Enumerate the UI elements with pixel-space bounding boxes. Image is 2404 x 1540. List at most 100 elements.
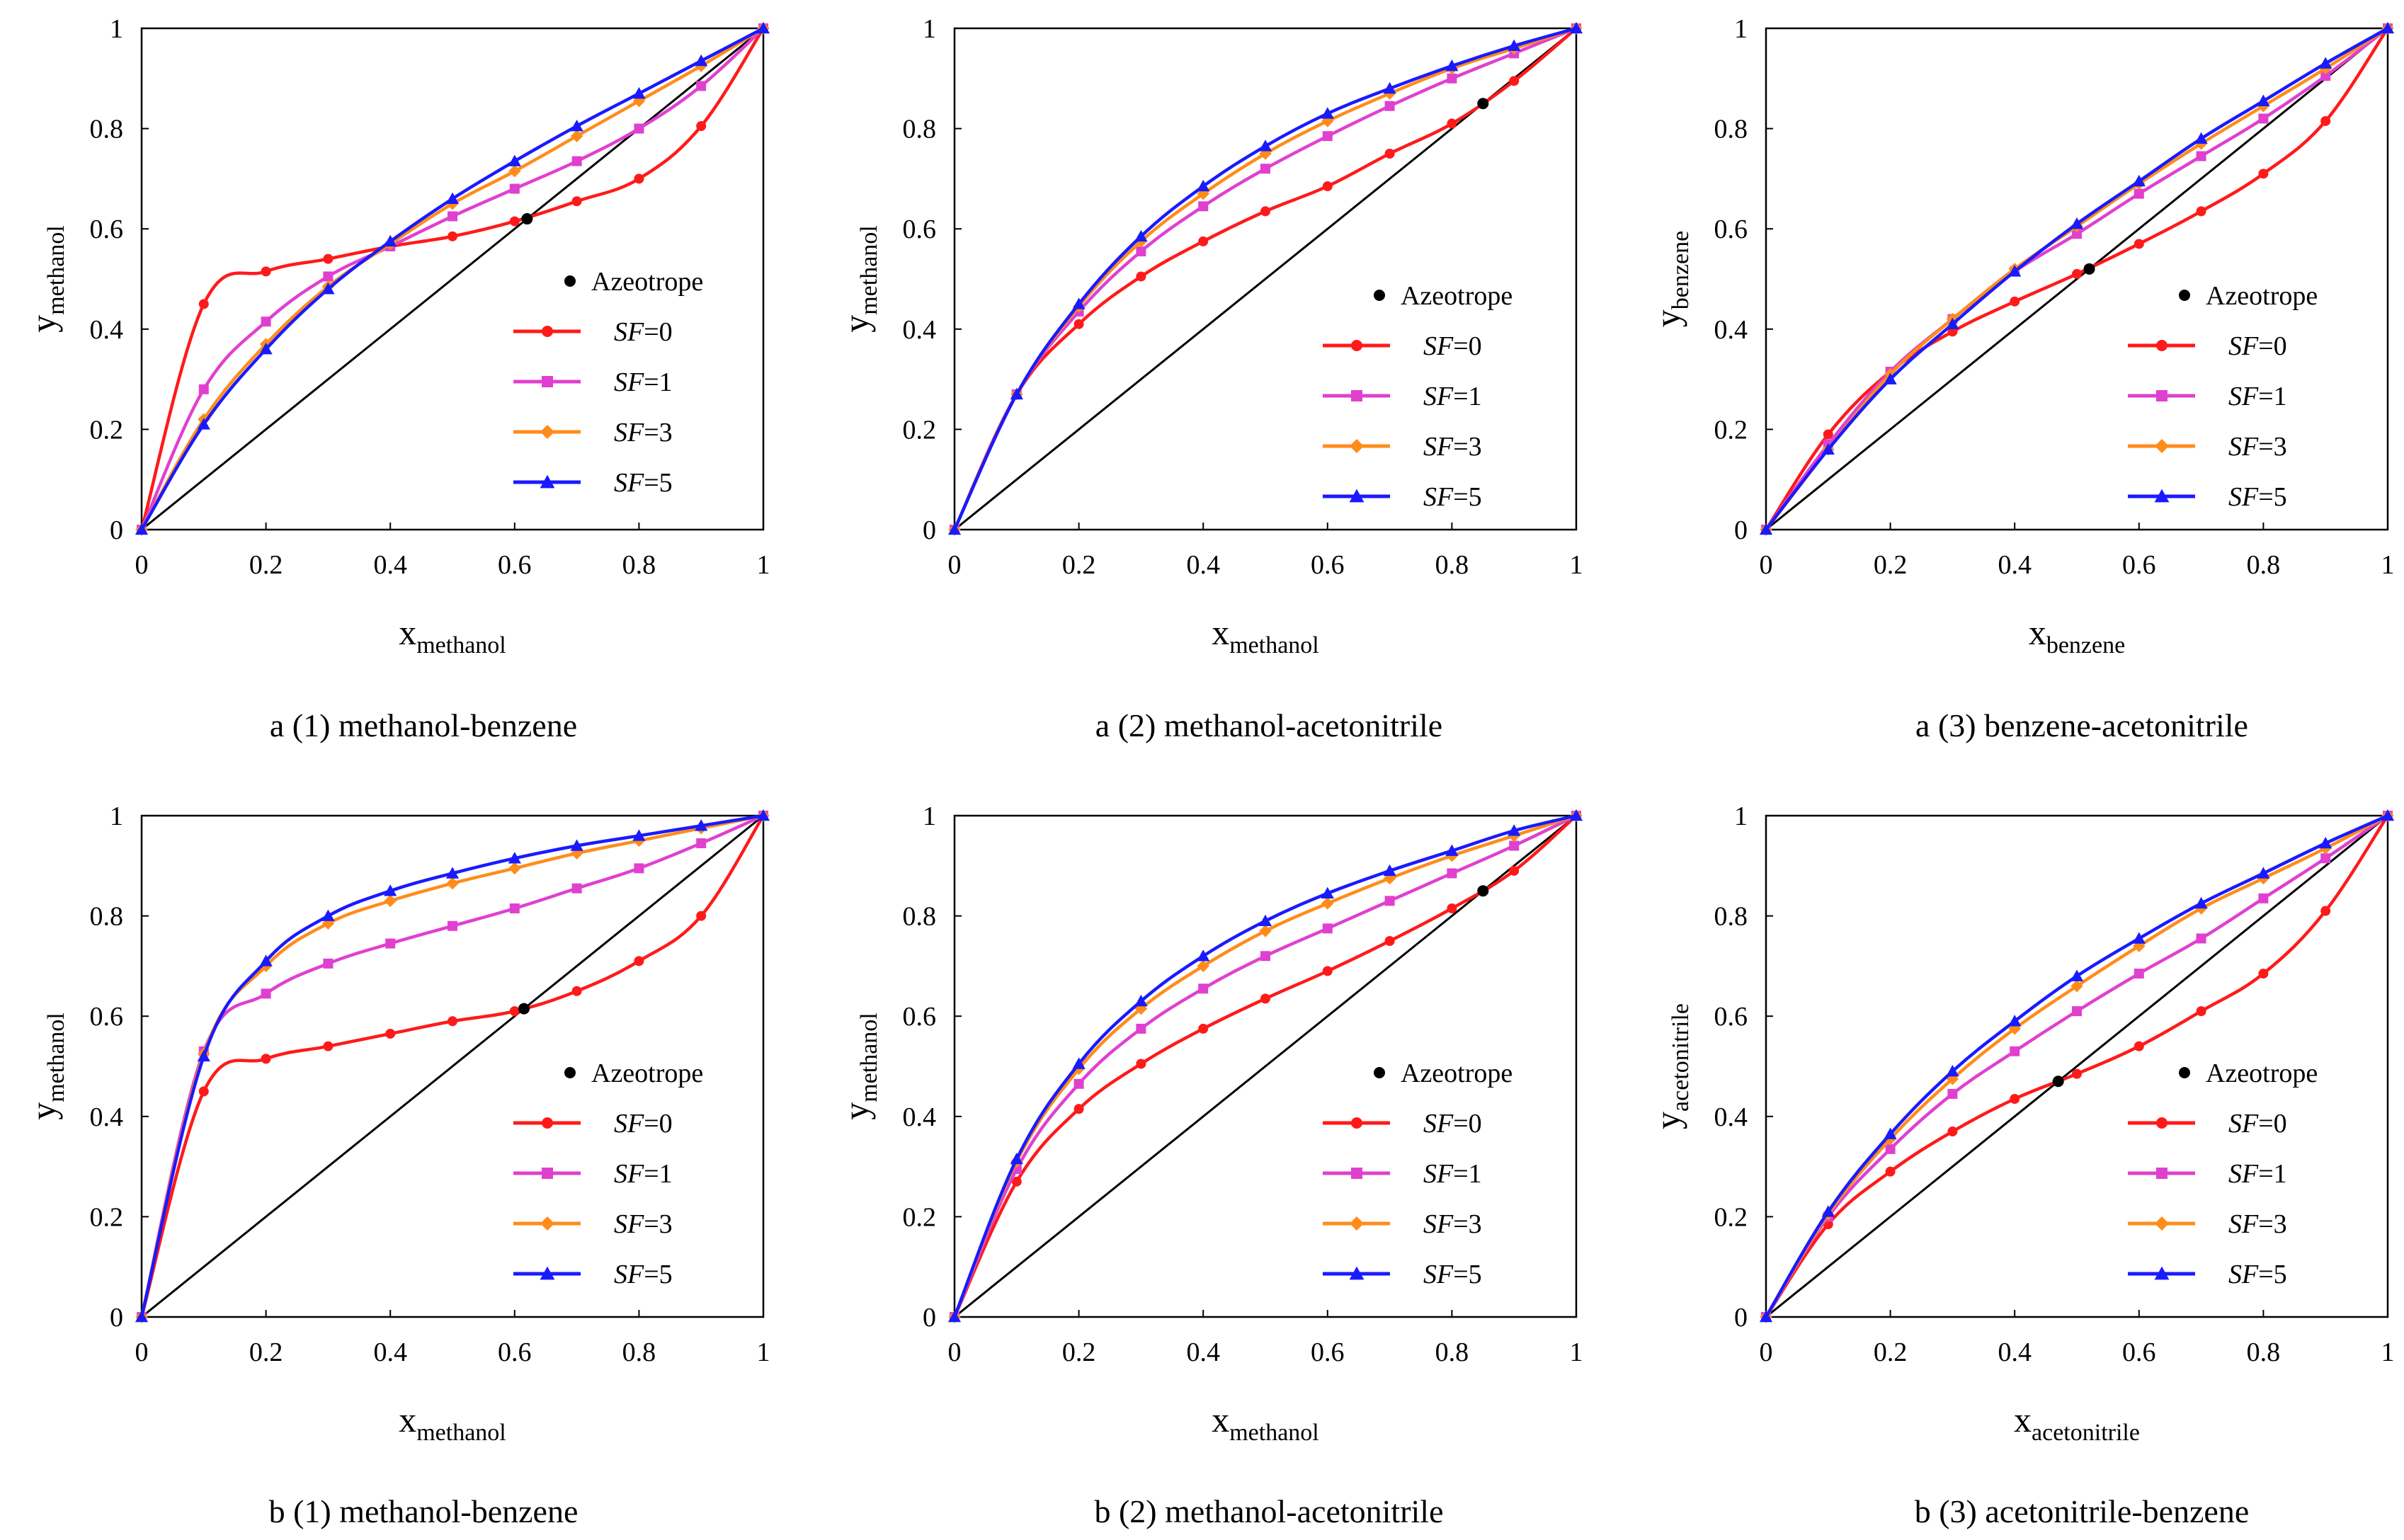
data-point-sf1	[571, 883, 582, 894]
data-point-sf5	[1072, 297, 1086, 309]
data-point-sf1	[1384, 101, 1395, 111]
x-tick-label: 0.4	[373, 1337, 407, 1367]
x-axis-subscript: methanol	[1229, 1420, 1319, 1446]
data-point-sf5	[445, 867, 460, 879]
azeotrope-point	[521, 213, 533, 225]
x-axis-label: xmethanol	[399, 1400, 506, 1446]
x-axis-symbol: x	[2014, 1400, 2032, 1439]
data-point-sf5	[2070, 217, 2084, 229]
data-point-sf0	[696, 911, 707, 921]
legend-marker-sf0	[2156, 340, 2167, 351]
legend-label-sf5: SF=5	[1423, 1260, 1482, 1289]
x-axis-symbol: x	[399, 1400, 416, 1439]
x-axis-symbol: x	[1212, 612, 1229, 652]
data-point-sf5	[135, 1310, 149, 1323]
legend-sf-value: =0	[1453, 331, 1481, 361]
data-point-sf5	[321, 283, 335, 295]
data-point-sf5	[2132, 174, 2146, 187]
data-point-sf0	[1198, 236, 1209, 246]
y-axis-label: ymethanol	[23, 1013, 69, 1120]
legend-marker-sf5	[540, 474, 555, 489]
diagonal-line	[1765, 814, 2388, 1318]
plot-frame	[1765, 814, 2389, 1318]
plot-frame	[140, 27, 765, 531]
series-sf5	[947, 809, 1583, 1323]
legend-sf-value: =3	[1453, 1209, 1481, 1239]
y-tick-label: 1	[1734, 802, 1748, 831]
x-tick-label: 1	[757, 550, 770, 580]
diagonal-line	[141, 27, 764, 531]
y-tick-label: 0.6	[1714, 215, 1748, 244]
x-tick-label: 0	[1760, 1337, 1773, 1367]
legend-label-sf0: SF=0	[614, 1109, 673, 1139]
data-point-sf1	[1322, 131, 1333, 142]
data-point-sf1	[509, 903, 520, 913]
y-tick-label: 0.6	[1714, 1002, 1748, 1032]
x-tick-label: 0.2	[249, 1337, 283, 1367]
data-point-sf0	[634, 956, 644, 966]
data-point-sf3	[1197, 959, 1209, 973]
legend-sf-prefix: SF	[2228, 1159, 2259, 1189]
data-point-sf5	[197, 418, 210, 430]
x-tick-label: 1	[757, 1337, 770, 1367]
x-tick-label: 0.2	[249, 550, 283, 580]
legend-label-sf1: SF=1	[614, 367, 673, 397]
legend-sf-value: =5	[1453, 482, 1481, 512]
x-axis-symbol: x	[2029, 612, 2046, 652]
legend-marker-sf1	[2156, 390, 2167, 401]
data-point-sf1	[323, 958, 334, 969]
legend-marker-sf3	[1350, 439, 1364, 453]
legend-marker-sf5	[1349, 489, 1365, 503]
y-axis-subscript: methanol	[856, 225, 882, 315]
legend-sf-value: =0	[644, 317, 672, 347]
azeotrope-point	[518, 1003, 530, 1015]
data-point-sf5	[384, 234, 397, 247]
y-tick-label: 1	[1734, 14, 1748, 44]
data-point-sf5	[695, 819, 708, 831]
series-sf0	[950, 811, 1581, 1322]
data-point-sf1	[1136, 246, 1146, 257]
legend-marker-sf5	[2154, 1266, 2170, 1280]
legend-label-sf3: SF=3	[614, 418, 673, 447]
legend-label-sf3: SF=3	[1423, 432, 1482, 462]
y-axis-symbol: y	[1648, 1112, 1687, 1129]
series-sf1	[137, 23, 768, 535]
y-tick-label: 0.2	[903, 1202, 937, 1232]
x-tick-label: 1	[2381, 1337, 2395, 1367]
legend-sf-prefix: SF	[2228, 432, 2259, 462]
data-point-sf3	[508, 165, 521, 178]
series-line-sf0	[139, 27, 765, 530]
azeotrope-point	[1477, 885, 1489, 897]
legend-marker-sf1	[2156, 1168, 2167, 1179]
x-tick-label: 0.8	[1435, 1337, 1469, 1367]
data-point-sf0	[1509, 865, 1520, 876]
x-tick-label: 0.8	[622, 550, 656, 580]
legend-marker-sf3	[540, 425, 554, 439]
data-point-sf0	[1198, 1023, 1209, 1034]
data-point-sf1	[2196, 933, 2206, 944]
data-point-sf1	[1885, 1143, 1896, 1154]
legend-azeotrope-label: Azeotrope	[2206, 281, 2318, 311]
data-point-sf0	[2258, 169, 2269, 179]
data-point-sf0	[2010, 296, 2020, 307]
legend-sf-value: =3	[644, 1209, 672, 1239]
data-point-sf1	[1260, 164, 1270, 174]
data-point-sf0	[2258, 969, 2269, 979]
data-point-sf5	[570, 119, 583, 132]
y-axis-symbol: y	[23, 315, 63, 333]
y-axis-symbol: y	[836, 315, 876, 333]
x-tick-label: 0.8	[2247, 1337, 2281, 1367]
x-axis-subscript: methanol	[1229, 632, 1319, 658]
legend-label-sf3: SF=3	[1423, 1209, 1482, 1239]
panel-4: 0 0.2 0.4 0.6 0.8 100.20.40.60.81xmethanolyme…	[23, 802, 770, 1529]
y-tick-label: 0	[923, 515, 936, 545]
legend-marker-sf0	[542, 326, 553, 337]
legend-marker-sf3	[2155, 439, 2169, 453]
y-tick-label: 0.2	[90, 1202, 124, 1232]
data-point-sf3	[384, 894, 397, 908]
series-line-sf0	[139, 814, 765, 1318]
data-point-sf1	[1260, 951, 1270, 962]
data-point-sf3	[508, 862, 521, 875]
data-point-sf1	[198, 384, 209, 394]
